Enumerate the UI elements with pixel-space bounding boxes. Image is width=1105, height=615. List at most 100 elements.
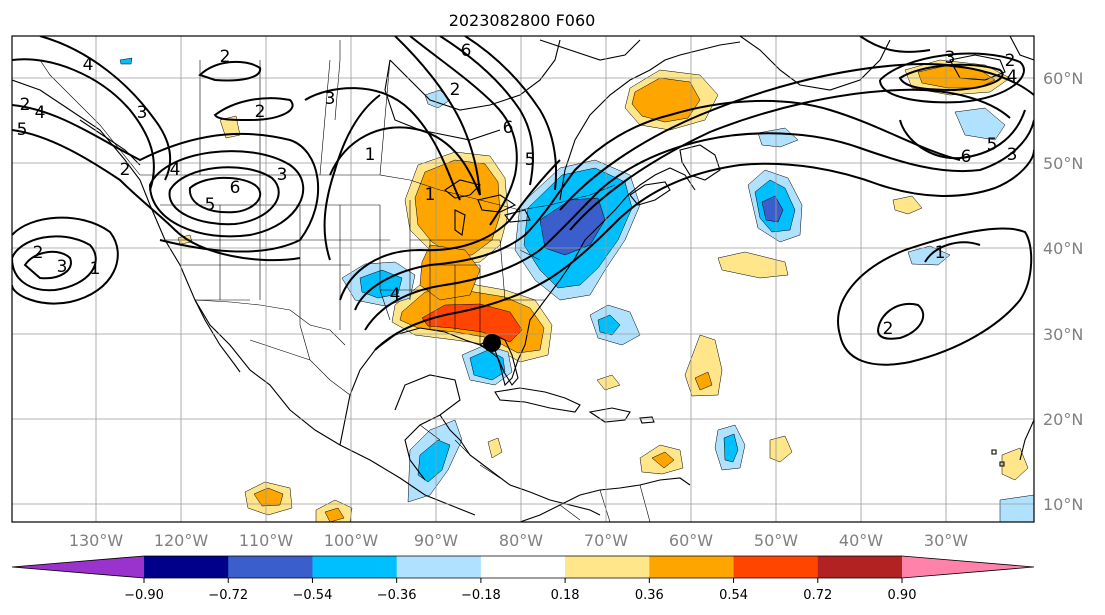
anomaly-positive-tropical-atlantic bbox=[684, 334, 723, 397]
border-us-mexico bbox=[194, 299, 346, 346]
map-title: 2023082800 F060 bbox=[449, 11, 596, 30]
contour-label: 5 bbox=[987, 135, 998, 155]
contour-label: 2 bbox=[20, 95, 31, 115]
colorbar-tick-label: 0.54 bbox=[719, 588, 748, 603]
anomaly-negative-alaska-spot bbox=[119, 57, 133, 65]
contour-label: 5 bbox=[205, 195, 216, 215]
lon-label: 110°W bbox=[239, 531, 294, 550]
contour-label: 2 bbox=[33, 243, 44, 263]
contour-label: 1 bbox=[425, 185, 436, 205]
colorbar-tick-label: −0.36 bbox=[377, 588, 417, 603]
lon-label: 130°W bbox=[69, 531, 124, 550]
contour-label: 2 bbox=[120, 160, 131, 180]
contour-label: 3 bbox=[1007, 145, 1018, 165]
contour-pacific-trough-1 bbox=[12, 104, 320, 253]
colorbar-segment bbox=[312, 556, 398, 578]
lon-label: 60°W bbox=[669, 531, 713, 550]
lat-label: 40°N bbox=[1043, 239, 1083, 258]
anomaly-positive-nicaragua-core bbox=[324, 507, 345, 522]
border-mexico-states bbox=[249, 324, 351, 396]
contour-azores-east bbox=[924, 241, 981, 263]
contour-label: 1 bbox=[365, 145, 376, 165]
contour-iceland-low-2 bbox=[879, 52, 1025, 104]
colorbar: −0.90 −0.72 −0.54 −0.36 −0.18 0.18 0.36 0.54 0.7… bbox=[11, 555, 1035, 603]
coastline-nova-scotia bbox=[629, 181, 671, 206]
contour-label: 3 bbox=[57, 257, 68, 277]
contour-labels: 2 2 2 4 3 5 4 6 5 4 2 3 1 3 2 6 1 4 6 5 … bbox=[17, 41, 1018, 339]
contour-iceland-low bbox=[898, 63, 1004, 92]
contour-trough-plains-3 bbox=[364, 119, 1034, 331]
contour-label: 3 bbox=[325, 89, 336, 109]
anomaly-negative-hudson-bay bbox=[424, 89, 451, 109]
contour-label: 4 bbox=[83, 55, 94, 75]
contour-label: 3 bbox=[137, 103, 148, 123]
coastline-newfoundland bbox=[679, 144, 721, 181]
contour-trough-plains-2 bbox=[354, 99, 961, 311]
colorbar-extend-high bbox=[902, 556, 1034, 578]
contour-label: 6 bbox=[503, 118, 514, 138]
contour-label: 4 bbox=[35, 103, 46, 123]
anomaly-negative-pacific bbox=[999, 494, 1034, 522]
lon-label: 30°W bbox=[924, 531, 968, 550]
coastline-greenland bbox=[739, 36, 891, 91]
colorbar-tick-label: −0.72 bbox=[208, 588, 248, 603]
contour-label: 2 bbox=[450, 80, 461, 100]
coastline-cuba bbox=[494, 387, 581, 413]
height-contours bbox=[12, 36, 1034, 366]
anomaly-positive-iceland-core bbox=[917, 65, 996, 89]
contour-pacific-low-inner bbox=[188, 176, 262, 214]
colorbar-segment bbox=[649, 556, 735, 578]
border-canada-provinces bbox=[199, 40, 391, 176]
lon-label: 80°W bbox=[499, 531, 543, 550]
colorbar-tick-label: 0.18 bbox=[551, 588, 580, 603]
colorbar-tick-labels: −0.90 −0.72 −0.54 −0.36 −0.18 0.18 0.36 0.54 0.7… bbox=[124, 578, 916, 603]
contour-ridge-west-us bbox=[304, 87, 461, 201]
coastline-baffin bbox=[539, 39, 641, 61]
anomaly-positive-tropical-atlantic-core bbox=[694, 371, 713, 391]
anomaly-positive-ne-atlantic-spot bbox=[892, 195, 923, 215]
coastline-yucatan bbox=[394, 374, 461, 481]
contour-west-pacific-low-3 bbox=[12, 216, 119, 305]
contour-label: 6 bbox=[230, 178, 241, 198]
colorbar-tick-label: −0.54 bbox=[293, 588, 333, 603]
lat-label: 30°N bbox=[1043, 325, 1083, 344]
contour-label: 4 bbox=[1007, 67, 1018, 87]
contour-label: 4 bbox=[390, 285, 401, 305]
contour-trough-plains-4 bbox=[374, 149, 1034, 351]
colorbar-tick-label: −0.90 bbox=[124, 588, 164, 603]
lat-label: 50°N bbox=[1043, 154, 1083, 173]
colorbar-segment bbox=[228, 556, 313, 578]
lat-label: 10°N bbox=[1043, 495, 1083, 514]
lon-label: 40°W bbox=[839, 531, 883, 550]
contour-azores-inner bbox=[876, 302, 925, 340]
colorbar-extend-low bbox=[12, 556, 144, 578]
coastline-south-america-north bbox=[519, 477, 691, 522]
contour-west-pacific-low-2 bbox=[12, 235, 97, 292]
anomaly-positive-east-tropics bbox=[769, 435, 793, 463]
coastline-west-africa bbox=[1019, 419, 1034, 461]
colorbar-segment bbox=[480, 556, 566, 578]
anomaly-negative-offshore-core bbox=[597, 314, 621, 336]
contour-canada-north-3 bbox=[464, 36, 558, 191]
contour-trough-plains-1 bbox=[339, 159, 561, 301]
contour-canada-north-1 bbox=[409, 36, 518, 226]
anomaly-positive-yucatan-channel bbox=[487, 437, 503, 459]
contour-subtropical-south bbox=[323, 94, 381, 261]
map-area: 2 2 2 4 3 5 4 6 5 4 2 3 1 3 2 6 1 4 6 5 … bbox=[12, 36, 1034, 522]
contour-label: 6 bbox=[961, 147, 972, 167]
anomaly-negative-caribbean-core bbox=[723, 433, 739, 463]
coastline-cape-verde-islands bbox=[991, 449, 1005, 467]
contour-label: 3 bbox=[277, 165, 288, 185]
contour-trough-central bbox=[329, 126, 481, 196]
coastline-great-lakes bbox=[444, 179, 531, 236]
contour-pacific-trough-2 bbox=[12, 129, 301, 262]
coastline-baja bbox=[194, 299, 241, 373]
lon-label: 120°W bbox=[154, 531, 209, 550]
colorbar-tick-label: −0.18 bbox=[461, 588, 501, 603]
anomaly-positive-british-columbia bbox=[219, 115, 241, 139]
lon-label: 90°W bbox=[414, 531, 458, 550]
coastline-florida bbox=[478, 334, 519, 386]
contour-gulf-of-alaska-2 bbox=[39, 36, 172, 181]
colorbar-segments bbox=[11, 555, 1035, 579]
longitude-labels: 130°W 120°W 110°W 100°W 90°W 80°W 70°W 6… bbox=[69, 531, 968, 550]
